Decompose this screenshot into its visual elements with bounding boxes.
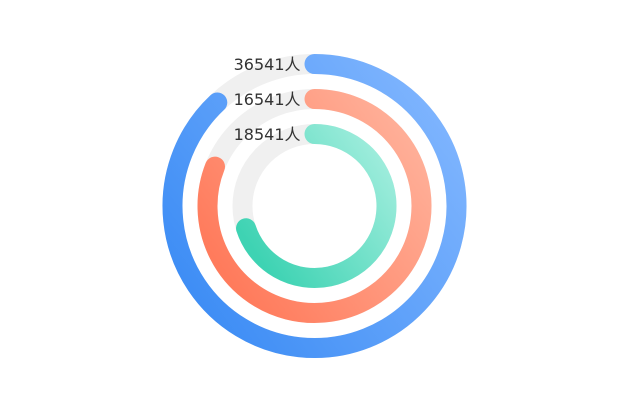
ring-arc-0 xyxy=(162,54,467,358)
ring-label-0: 36541人 xyxy=(234,55,301,74)
arcs-layer xyxy=(162,54,467,358)
ring-arc-1 xyxy=(197,89,432,323)
ring-label-2: 18541人 xyxy=(234,125,301,144)
labels-layer: 36541人 16541人 18541人 xyxy=(234,55,301,144)
ring-label-1: 16541人 xyxy=(234,90,301,109)
ring-arc-2 xyxy=(236,124,397,288)
